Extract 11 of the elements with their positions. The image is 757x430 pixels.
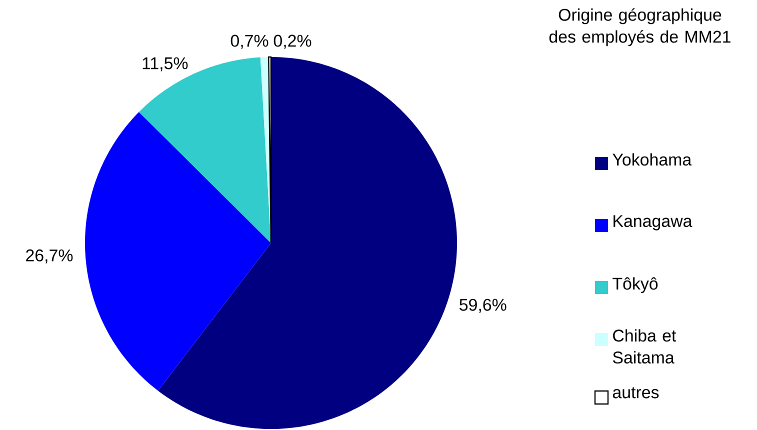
legend-label: Chiba et Saitama xyxy=(612,329,676,364)
chart-title: Origine géographique des employés de MM21 xyxy=(549,8,730,46)
legend-label: Yokohama xyxy=(612,153,692,166)
data-label: 11,5% xyxy=(142,57,188,72)
data-label: 0,7% xyxy=(230,34,268,49)
legend-label: autres xyxy=(612,387,659,398)
data-label: 26,7% xyxy=(26,249,73,264)
data-label: 0,2% xyxy=(274,34,312,49)
legend-label: Tôkyô xyxy=(612,277,658,294)
legend-label: Kanagawa xyxy=(614,215,692,230)
data-label: 59,6% xyxy=(460,298,506,313)
